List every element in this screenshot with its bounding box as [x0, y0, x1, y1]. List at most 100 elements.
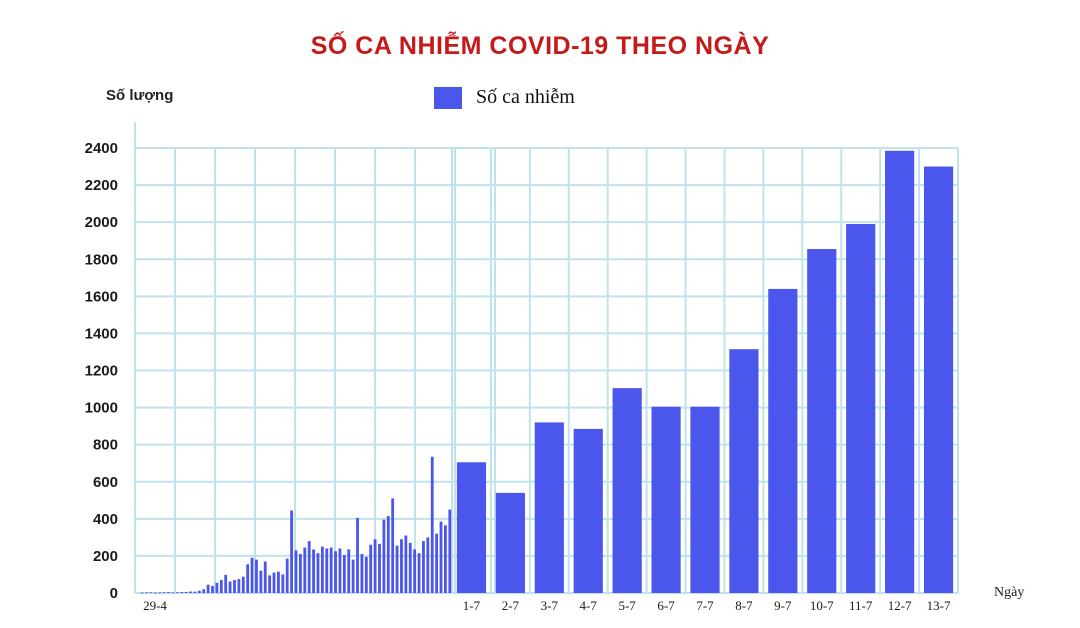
y-tick-label: 200 [93, 548, 118, 565]
bar-early [342, 554, 346, 593]
bar-early [329, 547, 333, 593]
bar [456, 462, 487, 593]
bar-early [430, 456, 434, 593]
bar-early [162, 592, 166, 594]
x-tick-label: 8-7 [735, 598, 753, 613]
bar-early [224, 574, 228, 593]
bar-early [391, 498, 395, 593]
y-tick-label: 2400 [85, 140, 118, 157]
bar-early [202, 589, 206, 593]
x-tick-label: 6-7 [657, 598, 675, 613]
bar-early [215, 582, 219, 593]
bar-early [237, 579, 241, 593]
bar [768, 288, 798, 593]
bar-early [413, 549, 417, 593]
x-tick-label: 2-7 [502, 598, 520, 613]
bar [690, 406, 720, 593]
bar-early [149, 592, 153, 594]
bar [729, 349, 759, 593]
bar-early [382, 519, 386, 593]
y-tick-label: 1800 [85, 251, 118, 268]
bar-early [369, 544, 373, 593]
bar [923, 166, 954, 594]
bar-early [246, 564, 250, 593]
bar-early [241, 576, 245, 593]
bar-early [320, 546, 324, 593]
bar-early [408, 542, 412, 593]
bar-early [277, 571, 280, 593]
bar-early [307, 541, 311, 593]
bar-early [400, 539, 403, 593]
bar [612, 388, 642, 593]
bar-early [193, 591, 197, 593]
bar-early [285, 558, 289, 593]
legend-swatch [434, 86, 462, 109]
bar-early [233, 580, 236, 593]
bar-early [378, 543, 381, 593]
bar-early [145, 592, 148, 594]
x-tick-label: 10-7 [810, 598, 834, 613]
y-tick-label: 1200 [85, 363, 118, 380]
legend: Số ca nhiễm [434, 86, 575, 109]
bar-early [364, 556, 368, 593]
bar-early [250, 557, 254, 593]
bar-early [360, 554, 364, 593]
bar-early [255, 559, 258, 594]
x-tick-label: 7-7 [696, 598, 714, 613]
bar-early [153, 592, 157, 594]
bar-early [263, 561, 267, 593]
x-tick-label: 1-7 [463, 598, 481, 613]
y-tick-label: 0 [110, 585, 118, 602]
bar-early [417, 553, 421, 593]
bar-early [334, 551, 337, 593]
bar-early [158, 592, 162, 594]
y-tick-label: 1000 [85, 400, 118, 417]
bar-early [180, 592, 184, 593]
bar-early [373, 539, 377, 593]
bar-early [325, 548, 329, 593]
y-tick-label: 2200 [85, 177, 118, 194]
bar [846, 224, 876, 593]
legend-label: Số ca nhiễm [476, 86, 575, 108]
bar-early [211, 585, 214, 593]
bar-early [189, 591, 192, 593]
x-tick-label: 9-7 [774, 598, 792, 613]
bar-early [294, 550, 298, 593]
bar-early [386, 516, 390, 593]
bar-early [272, 572, 276, 593]
bar [573, 428, 603, 593]
y-tick-label: 1400 [85, 325, 118, 342]
y-tick-label: 800 [93, 437, 118, 454]
bar-early [448, 509, 452, 593]
bar-early [281, 574, 285, 593]
y-tick-label: 600 [93, 474, 118, 491]
bar-early [422, 541, 425, 593]
bar-early [347, 549, 351, 593]
bar [807, 249, 837, 594]
bar-early [259, 570, 263, 593]
bar-early [303, 547, 307, 593]
bar-early [298, 554, 302, 593]
bar-early [219, 580, 223, 593]
bar-early [338, 548, 342, 593]
y-tick-label: 1600 [85, 288, 118, 305]
x-axis-label: Ngày [994, 585, 1025, 600]
x-tick-label: 11-7 [849, 598, 873, 613]
bar [534, 422, 564, 593]
bar-early [435, 533, 439, 593]
bar-early [140, 592, 144, 594]
bar-early [404, 535, 408, 593]
bar-early [197, 590, 201, 593]
bar-early [184, 591, 188, 593]
bar-early [268, 575, 272, 593]
y-tick-label: 400 [93, 511, 118, 528]
y-axis-label: Số lượng [106, 87, 174, 104]
x-tick-label: 13-7 [927, 598, 951, 613]
bar-early [175, 592, 179, 594]
bar-early [426, 537, 430, 594]
bar-early [206, 584, 210, 593]
bar [495, 492, 525, 594]
y-tick-label: 2000 [85, 214, 118, 231]
x-tick-label: 5-7 [618, 598, 636, 613]
